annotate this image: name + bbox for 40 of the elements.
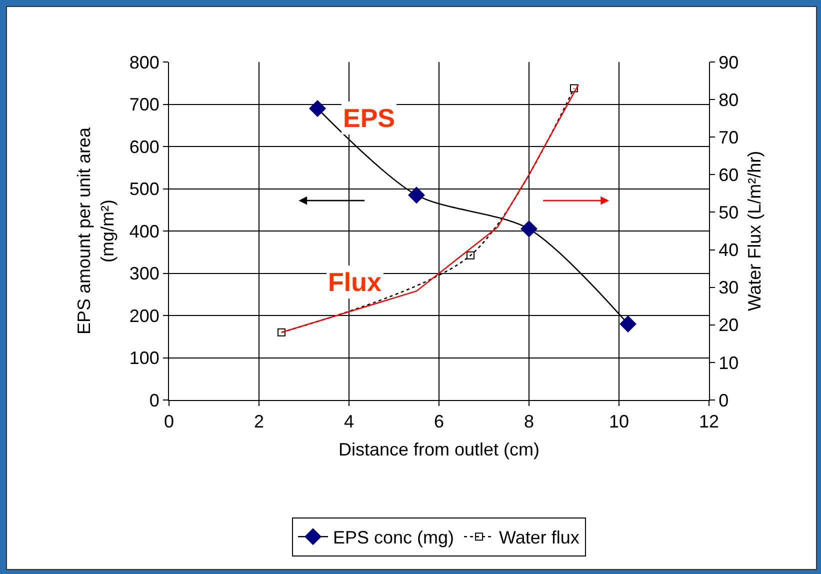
point xyxy=(520,220,538,238)
y-tick-label: 800 xyxy=(129,52,160,72)
y-tick-label: 500 xyxy=(129,179,160,200)
y2-tick-label: 20 xyxy=(718,315,739,336)
point xyxy=(278,328,286,336)
point xyxy=(309,100,326,117)
y-tick-label: 0 xyxy=(149,390,160,410)
point xyxy=(620,316,636,332)
annotation: EPS xyxy=(343,103,396,133)
annotation: Flux xyxy=(328,267,382,297)
y-tick-label: 700 xyxy=(129,94,160,115)
legend-label: EPS conc (mg) xyxy=(333,528,454,548)
y2-tick-label: 60 xyxy=(718,164,739,185)
y-tick-label: 100 xyxy=(129,348,160,368)
y2-tick-label: 80 xyxy=(718,90,739,110)
x-tick-label: 4 xyxy=(344,412,354,432)
y2-tick-label: 0 xyxy=(718,390,729,410)
point xyxy=(408,186,425,204)
point xyxy=(466,251,474,260)
y-tick-label: 600 xyxy=(129,136,160,157)
y-axis-title: EPS amount per unit area (mg/m²) xyxy=(74,126,118,335)
point xyxy=(570,84,578,92)
y2-tick-label: 40 xyxy=(718,240,739,260)
y-tick-label: 400 xyxy=(129,221,160,242)
legend-label: Water flux xyxy=(499,528,580,548)
y2-tick-label: 70 xyxy=(718,127,739,148)
y2-axis-title: Water Flux (L/m²/hr) xyxy=(744,150,765,312)
y2-tick-label: 10 xyxy=(718,352,739,373)
x-tick-label: 8 xyxy=(524,412,534,432)
x-tick-label: 2 xyxy=(254,412,264,432)
y2-tick-label: 90 xyxy=(718,52,739,72)
x-tick-label: 0 xyxy=(164,412,174,432)
y-tick-label: 200 xyxy=(129,306,160,326)
y2-tick-label: 30 xyxy=(718,278,739,298)
y-tick-label: 300 xyxy=(129,264,160,284)
x-tick-label: 12 xyxy=(698,412,720,432)
x-tick-label: 10 xyxy=(608,412,630,432)
x-axis-title: Distance from outlet (cm) xyxy=(338,440,540,460)
x-tick-label: 6 xyxy=(434,412,444,432)
y2-tick-label: 50 xyxy=(718,202,739,223)
